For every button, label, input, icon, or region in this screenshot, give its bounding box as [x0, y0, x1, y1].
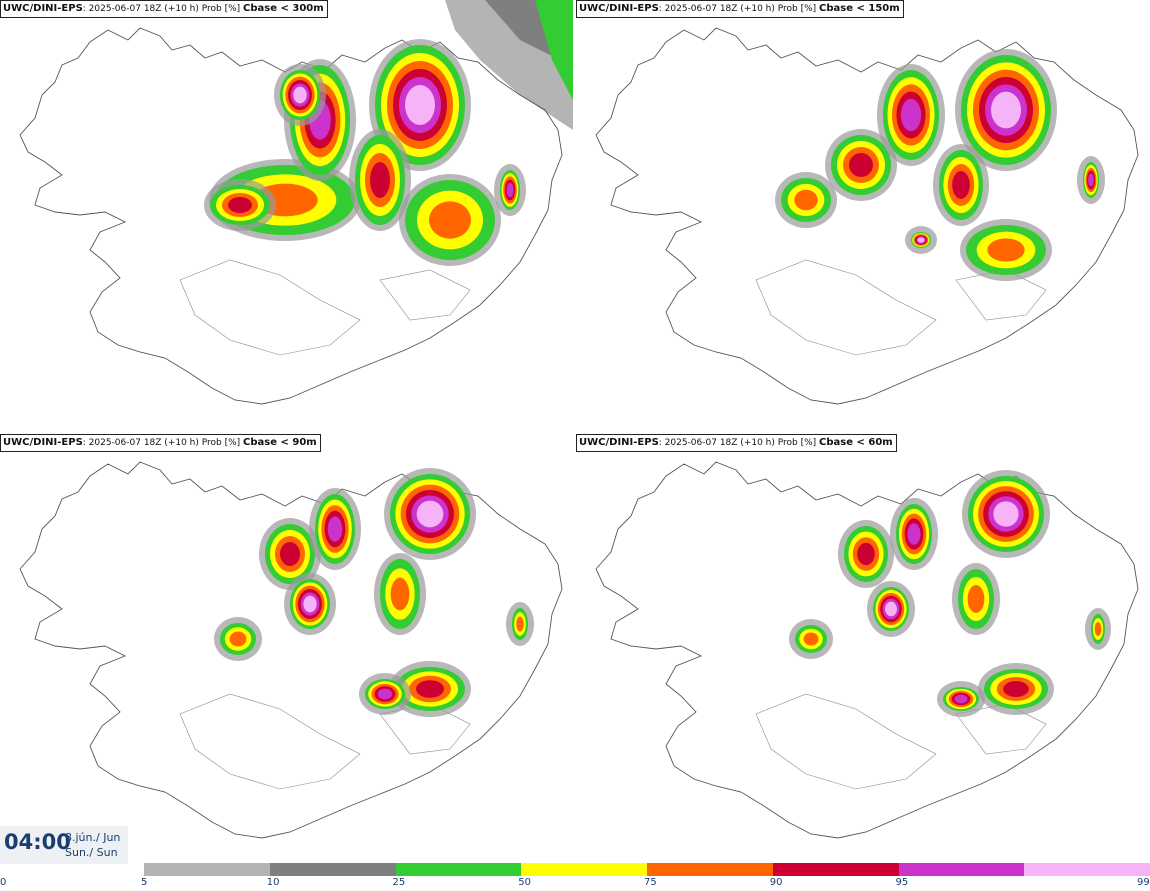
- map-panel-cbase-150: UWC/DINI-EPS: 2025-06-07 18Z (+10 h) Pro…: [576, 0, 1149, 430]
- legend-tick-label: 10: [266, 877, 280, 888]
- valid-time: 04:00: [4, 830, 71, 854]
- model-name: UWC/DINI-EPS: [579, 3, 659, 14]
- iceland-map: [19, 461, 563, 839]
- legend-swatch: [521, 863, 648, 876]
- probability-area: [303, 595, 317, 613]
- probability-area: [280, 542, 300, 566]
- legend-swatch: [1024, 863, 1150, 876]
- run-info: : 2025-06-07 18Z (+10 h) Prob [%]: [82, 4, 241, 14]
- probability-area: [229, 631, 247, 647]
- probability-area: [849, 153, 873, 177]
- probability-area: [857, 542, 875, 566]
- legend-tick-label: 5: [141, 877, 148, 888]
- iceland-map: [595, 461, 1139, 839]
- legend-tick-label: 90: [769, 877, 783, 888]
- probability-area: [907, 523, 921, 545]
- probability-area: [885, 601, 897, 617]
- probability-area: [506, 182, 514, 198]
- legend-tick-label: 0: [0, 877, 7, 888]
- valid-date-line2: Sun./ Sun: [65, 846, 118, 859]
- coastline: [595, 27, 1139, 405]
- legend-swatch: [772, 863, 899, 876]
- model-name: UWC/DINI-EPS: [579, 437, 659, 448]
- probability-area: [416, 500, 444, 528]
- panel-title: UWC/DINI-EPS: 2025-06-07 18Z (+10 h) Pro…: [576, 0, 904, 18]
- variable-label: Cbase < 60m: [819, 437, 893, 448]
- probability-area: [954, 694, 968, 704]
- legend-tick-label: 95: [895, 877, 909, 888]
- legend-swatch: [269, 863, 396, 876]
- legend-swatch: [898, 863, 1025, 876]
- probability-area: [952, 171, 970, 199]
- probability-area: [900, 98, 922, 132]
- valid-date-line1: 8.jún./ Jun: [65, 831, 121, 844]
- probability-area: [803, 632, 819, 646]
- probability-area: [429, 201, 471, 239]
- variable-label: Cbase < 90m: [243, 437, 317, 448]
- probability-area: [917, 237, 925, 243]
- probability-area: [390, 577, 410, 611]
- probability-area: [370, 162, 390, 198]
- map-panel-cbase-300: UWC/DINI-EPS: 2025-06-07 18Z (+10 h) Pro…: [0, 0, 573, 430]
- probability-area: [1088, 173, 1094, 187]
- variable-label: Cbase < 150m: [819, 3, 900, 14]
- model-name: UWC/DINI-EPS: [3, 437, 83, 448]
- legend-tick-label: 25: [392, 877, 406, 888]
- legend-tick-label: 99: [1137, 877, 1150, 888]
- probability-area: [416, 680, 444, 698]
- legend-swatch: [144, 863, 271, 876]
- iceland-map: [19, 0, 573, 405]
- probability-area: [991, 91, 1021, 129]
- probability-area: [327, 516, 343, 542]
- variable-label: Cbase < 300m: [243, 3, 324, 14]
- map-panel-cbase-90: UWC/DINI-EPS: 2025-06-07 18Z (+10 h) Pro…: [0, 434, 573, 864]
- iceland-map: [595, 27, 1139, 405]
- probability-area: [293, 86, 307, 104]
- probability-area: [993, 501, 1019, 527]
- legend-tick-label: 50: [518, 877, 531, 888]
- legend-swatch: [395, 863, 522, 876]
- probability-area: [1003, 681, 1029, 697]
- color-legend: [144, 863, 1150, 876]
- coastline: [595, 461, 1139, 839]
- run-info: : 2025-06-07 18Z (+10 h) Prob [%]: [82, 438, 241, 448]
- probability-area: [405, 85, 435, 125]
- legend-swatch: [647, 863, 774, 876]
- valid-time-box: [0, 826, 128, 864]
- map-panel-cbase-60: UWC/DINI-EPS: 2025-06-07 18Z (+10 h) Pro…: [576, 434, 1149, 864]
- probability-area: [228, 197, 252, 213]
- coastline: [19, 461, 563, 839]
- run-info: : 2025-06-07 18Z (+10 h) Prob [%]: [658, 4, 817, 14]
- probability-area: [516, 616, 524, 632]
- panel-title: UWC/DINI-EPS: 2025-06-07 18Z (+10 h) Pro…: [0, 0, 328, 18]
- probability-area: [967, 585, 985, 613]
- run-info: : 2025-06-07 18Z (+10 h) Prob [%]: [658, 438, 817, 448]
- inland-contours: [179, 259, 471, 356]
- legend-tick-label: 75: [644, 877, 657, 888]
- probability-area: [1094, 622, 1102, 636]
- model-name: UWC/DINI-EPS: [3, 3, 83, 14]
- probability-area: [987, 238, 1025, 262]
- panel-title: UWC/DINI-EPS: 2025-06-07 18Z (+10 h) Pro…: [0, 434, 321, 452]
- probability-area: [794, 189, 818, 211]
- coastline: [19, 27, 563, 405]
- valid-date: 8.jún./ Jun Sun./ Sun: [65, 830, 120, 860]
- probability-area: [377, 688, 393, 700]
- panel-title: UWC/DINI-EPS: 2025-06-07 18Z (+10 h) Pro…: [576, 434, 897, 452]
